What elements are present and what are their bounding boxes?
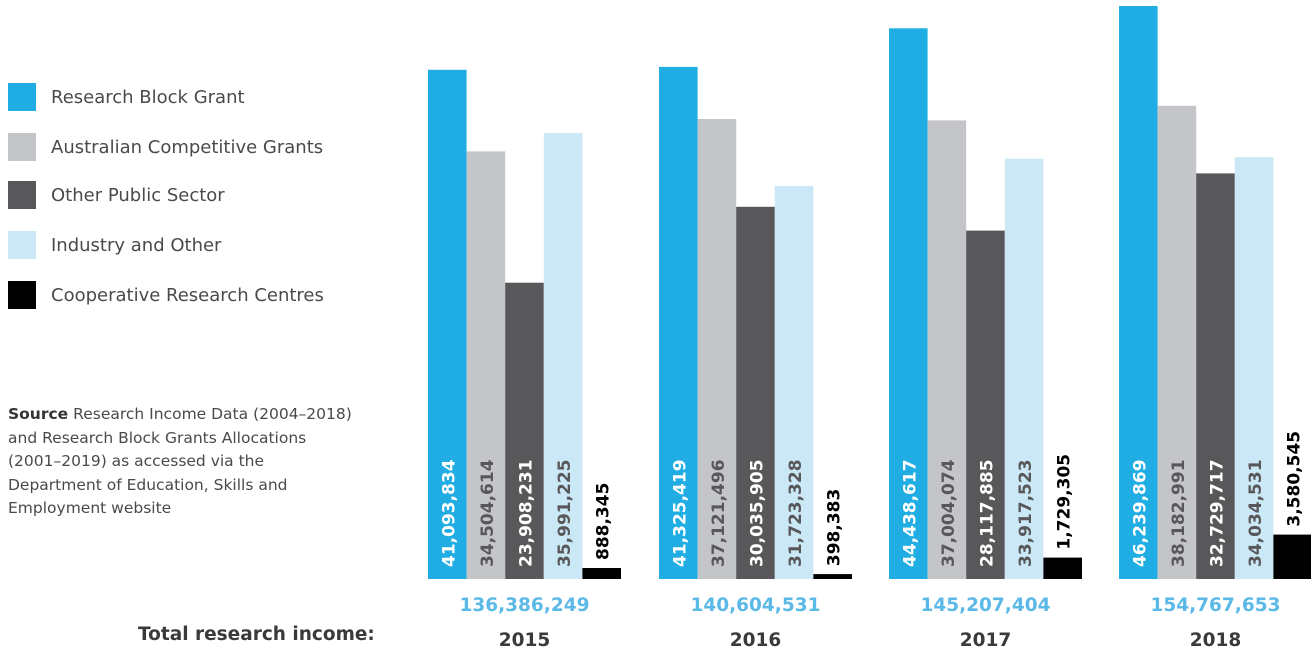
bar-cooperative-research-centres-2015	[582, 568, 621, 579]
legend-item-research-block-grant: Research Block Grant	[8, 83, 368, 113]
bar-cooperative-research-centres-2017	[1043, 557, 1082, 579]
legend-label: Cooperative Research Centres	[51, 285, 324, 306]
source-label: Source	[8, 405, 69, 423]
bar-research-block-grant-2018	[1119, 6, 1158, 579]
bar-research-block-grant-2017	[889, 28, 928, 580]
data-label-cooperative-research-centres-2018: 3,580,545	[1285, 431, 1305, 527]
source-note: Source Research Income Data (2004–2018) …	[8, 403, 353, 521]
data-label-industry-and-other-2017: 33,917,523	[1016, 459, 1036, 567]
bar-cooperative-research-centres-2016	[813, 574, 852, 579]
x-tick-label-2015: 2015	[499, 630, 551, 651]
bar-cooperative-research-centres-2018	[1273, 534, 1311, 579]
bar-industry-and-other-2015	[543, 133, 583, 579]
data-label-australian-competitive-grants-2016: 37,121,496	[709, 459, 729, 567]
bar-australian-competitive-grants-2016	[697, 119, 737, 579]
data-label-industry-and-other-2015: 35,991,225	[555, 459, 575, 567]
data-label-research-block-grant-2017: 44,438,617	[900, 459, 920, 567]
legend-item-industry-and-other: Industry and Other	[8, 231, 368, 261]
data-label-australian-competitive-grants-2017: 37,004,074	[939, 459, 959, 567]
legend-label: Industry and Other	[51, 235, 222, 256]
x-tick-label-2016: 2016	[730, 630, 782, 651]
data-label-other-public-sector-2016: 30,035,905	[748, 459, 768, 567]
legend-swatch	[8, 83, 36, 111]
data-label-research-block-grant-2016: 41,325,419	[670, 459, 690, 567]
bar-australian-competitive-grants-2018	[1157, 105, 1197, 580]
legend-label: Australian Competitive Grants	[51, 137, 324, 158]
data-label-research-block-grant-2015: 41,093,834	[439, 459, 459, 567]
legend-swatch	[8, 133, 36, 161]
bar-australian-competitive-grants-2017	[927, 120, 967, 580]
legend-label: Other Public Sector	[51, 185, 225, 206]
legend-item-australian-competitive-grants: Australian Competitive Grants	[8, 133, 368, 163]
data-label-industry-and-other-2018: 34,034,531	[1246, 459, 1266, 567]
total-income-caption: Total research income:	[138, 624, 375, 645]
legend-swatch	[8, 181, 36, 209]
bar-industry-and-other-2018	[1234, 157, 1274, 579]
total-income-2017: 145,207,404	[921, 595, 1051, 616]
bar-research-block-grant-2016	[659, 66, 698, 579]
data-label-australian-competitive-grants-2015: 34,504,614	[478, 459, 498, 567]
data-label-research-block-grant-2018: 46,239,869	[1130, 459, 1150, 567]
bar-other-public-sector-2017	[966, 230, 1005, 579]
bar-other-public-sector-2018	[1196, 173, 1235, 579]
data-label-cooperative-research-centres-2015: 888,345	[594, 483, 614, 560]
legend-swatch	[8, 231, 36, 259]
data-label-industry-and-other-2016: 31,723,328	[786, 459, 806, 567]
data-label-other-public-sector-2018: 32,729,717	[1208, 459, 1228, 567]
bar-industry-and-other-2017	[1004, 158, 1044, 579]
total-income-2018: 154,767,653	[1151, 595, 1281, 616]
bar-other-public-sector-2015	[505, 282, 544, 579]
legend-swatch	[8, 281, 36, 309]
bar-research-block-grant-2015	[428, 69, 467, 580]
bar-australian-competitive-grants-2015	[466, 151, 506, 579]
x-tick-label-2018: 2018	[1190, 630, 1242, 651]
data-label-other-public-sector-2015: 23,908,231	[517, 459, 537, 567]
legend-label: Research Block Grant	[51, 87, 245, 108]
data-label-cooperative-research-centres-2017: 1,729,305	[1055, 454, 1075, 550]
source-text: Research Income Data (2004–2018) and Res…	[8, 405, 352, 517]
x-tick-label-2017: 2017	[960, 630, 1012, 651]
bar-other-public-sector-2016	[736, 206, 775, 580]
bar-industry-and-other-2016	[774, 185, 814, 579]
legend-item-other-public-sector: Other Public Sector	[8, 181, 368, 211]
data-label-other-public-sector-2017: 28,117,885	[978, 459, 998, 567]
total-income-2015: 136,386,249	[460, 595, 590, 616]
legend-item-cooperative-research-centres: Cooperative Research Centres	[8, 281, 368, 311]
total-income-2016: 140,604,531	[691, 595, 821, 616]
data-label-cooperative-research-centres-2016: 398,383	[825, 489, 845, 566]
data-label-australian-competitive-grants-2018: 38,182,991	[1169, 459, 1189, 567]
